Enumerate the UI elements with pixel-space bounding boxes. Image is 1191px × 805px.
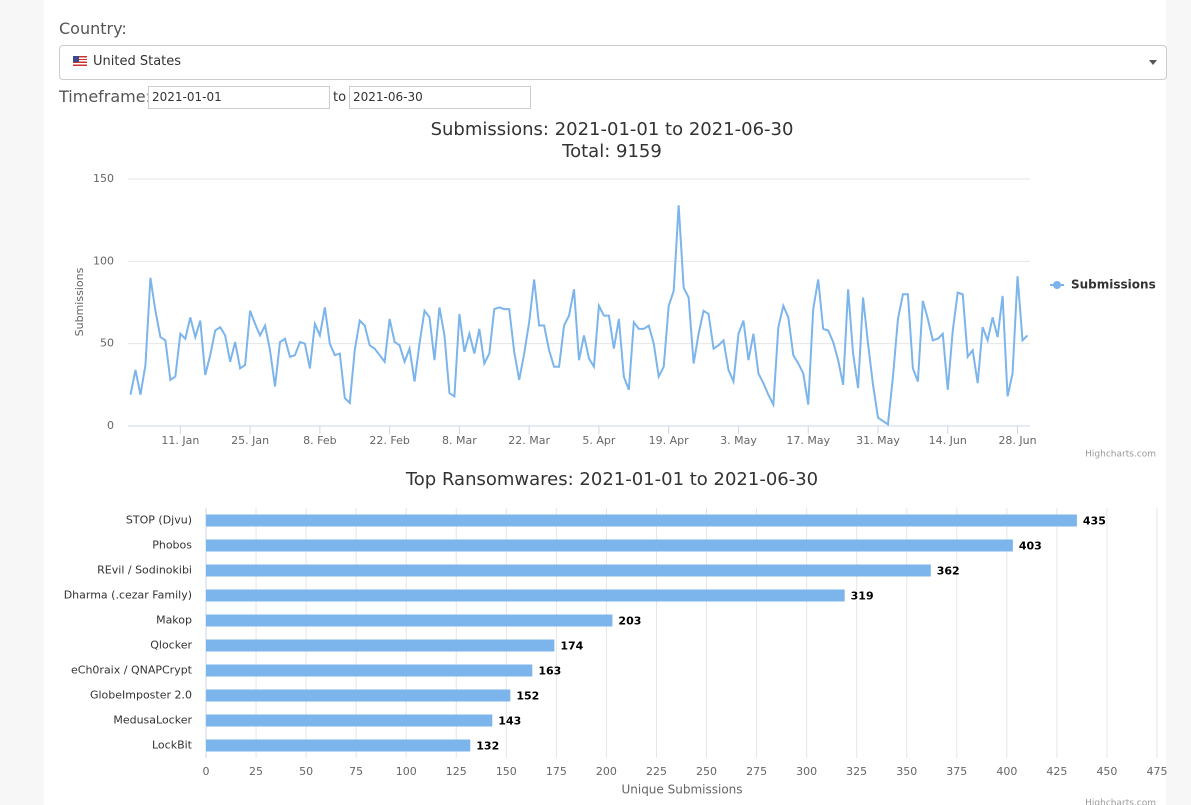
- x-tick-label: 350: [896, 765, 917, 778]
- x-tick-label: 8. Feb: [303, 434, 336, 447]
- y-tick-label: REvil / Sodinokibi: [97, 564, 192, 577]
- y-axis-title: Submissions: [73, 267, 86, 336]
- bar: [206, 714, 493, 727]
- data-label: 203: [618, 615, 641, 628]
- data-label: 174: [560, 640, 583, 653]
- data-label: 319: [851, 590, 874, 603]
- x-tick-label: 25. Jan: [231, 434, 269, 447]
- legend-label: Submissions: [1071, 278, 1156, 292]
- x-tick-label: 250: [696, 765, 717, 778]
- x-tick-label: 11. Jan: [161, 434, 199, 447]
- y-tick-label: 100: [93, 254, 114, 267]
- to-label: to: [333, 90, 347, 105]
- x-tick-label: 400: [996, 765, 1017, 778]
- data-label: 152: [516, 690, 539, 703]
- credits: Highcharts.com: [1085, 450, 1156, 460]
- y-tick-label: STOP (Djvu): [126, 514, 192, 527]
- bar: [206, 664, 533, 677]
- data-label: 403: [1019, 540, 1042, 553]
- bar: [206, 739, 471, 752]
- bar: [206, 689, 511, 702]
- data-label: 362: [937, 565, 960, 578]
- x-tick-label: 300: [796, 765, 817, 778]
- data-label: 435: [1083, 515, 1106, 528]
- from-input[interactable]: 2021-01-01: [148, 86, 330, 109]
- country-value: United States: [93, 54, 182, 69]
- x-tick-label: 14. Jun: [929, 434, 967, 447]
- y-tick-label: Dharma (.cezar Family): [64, 589, 192, 602]
- y-tick-label: MedusaLocker: [113, 714, 192, 727]
- x-tick-label: 28. Jun: [998, 434, 1036, 447]
- chart-title: Top Ransomwares: 2021-01-01 to 2021-06-3…: [405, 469, 818, 490]
- x-tick-label: 22. Feb: [369, 434, 409, 447]
- caret: [1149, 60, 1157, 69]
- x-tick-label: 275: [746, 765, 767, 778]
- line-series: [129, 205, 1029, 427]
- x-tick-label: 75: [349, 765, 363, 778]
- x-tick-label: 8. Mar: [442, 434, 477, 447]
- x-tick-label: 375: [946, 765, 967, 778]
- x-tick-label: 175: [546, 765, 567, 778]
- legend-marker: [1053, 281, 1061, 289]
- bar: [206, 589, 845, 602]
- bar: [206, 514, 1077, 527]
- x-tick-label: 150: [496, 765, 517, 778]
- y-tick-label: Makop: [156, 614, 192, 627]
- x-tick-label: 25: [249, 765, 263, 778]
- data-label: 143: [498, 715, 521, 728]
- x-tick-label: 450: [1096, 765, 1117, 778]
- x-tick-label: 200: [596, 765, 617, 778]
- x-tick-label: 225: [646, 765, 667, 778]
- x-axis-title: Unique Submissions: [621, 783, 742, 797]
- y-tick-label: 150: [93, 172, 114, 185]
- x-tick-label: 19. Apr: [649, 434, 689, 447]
- data-label: 132: [476, 740, 499, 753]
- y-tick-label: Phobos: [152, 539, 192, 552]
- country-select[interactable]: United States: [59, 45, 1167, 80]
- x-tick-label: 22. Mar: [508, 434, 550, 447]
- x-tick-label: 475: [1147, 765, 1168, 778]
- x-tick-label: 3. May: [720, 434, 757, 447]
- x-tick-label: 50: [299, 765, 313, 778]
- x-tick-label: 0: [203, 765, 210, 778]
- y-tick-label: LockBit: [152, 739, 193, 752]
- x-tick-label: 100: [396, 765, 417, 778]
- timeframe-label: Timeframe:: [59, 87, 151, 106]
- x-tick-label: 325: [846, 765, 867, 778]
- y-tick-label: 50: [100, 337, 114, 350]
- x-tick-label: 31. May: [856, 434, 900, 447]
- bar: [206, 564, 931, 577]
- y-tick-label: eCh0raix / QNAPCrypt: [71, 664, 193, 677]
- data-label: 163: [538, 665, 561, 678]
- country-label: Country:: [59, 19, 127, 38]
- y-tick-label: Qlocker: [150, 639, 192, 652]
- to-input[interactable]: 2021-06-30: [349, 86, 531, 109]
- x-tick-label: 125: [446, 765, 467, 778]
- y-tick-label: GlobeImposter 2.0: [90, 689, 192, 702]
- chart-subtitle: Total: 9159: [561, 141, 662, 162]
- x-tick-label: 17. May: [786, 434, 830, 447]
- bar: [206, 614, 613, 627]
- flag: [73, 56, 87, 66]
- y-tick-label: 0: [107, 419, 114, 432]
- bar: [206, 539, 1013, 552]
- credits: Highcharts.com: [1085, 799, 1156, 805]
- x-tick-label: 5. Apr: [582, 434, 615, 447]
- bar: [206, 639, 555, 652]
- chart-title: Submissions: 2021-01-01 to 2021-06-30: [431, 119, 794, 140]
- x-tick-label: 425: [1046, 765, 1067, 778]
